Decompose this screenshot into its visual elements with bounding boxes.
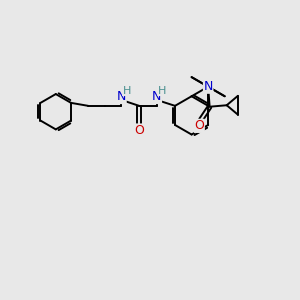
Text: H: H xyxy=(158,85,166,95)
Text: O: O xyxy=(134,124,144,137)
Text: N: N xyxy=(203,80,213,93)
Text: N: N xyxy=(117,91,126,103)
Text: H: H xyxy=(122,85,131,95)
Text: O: O xyxy=(194,119,204,132)
Text: N: N xyxy=(152,91,161,103)
